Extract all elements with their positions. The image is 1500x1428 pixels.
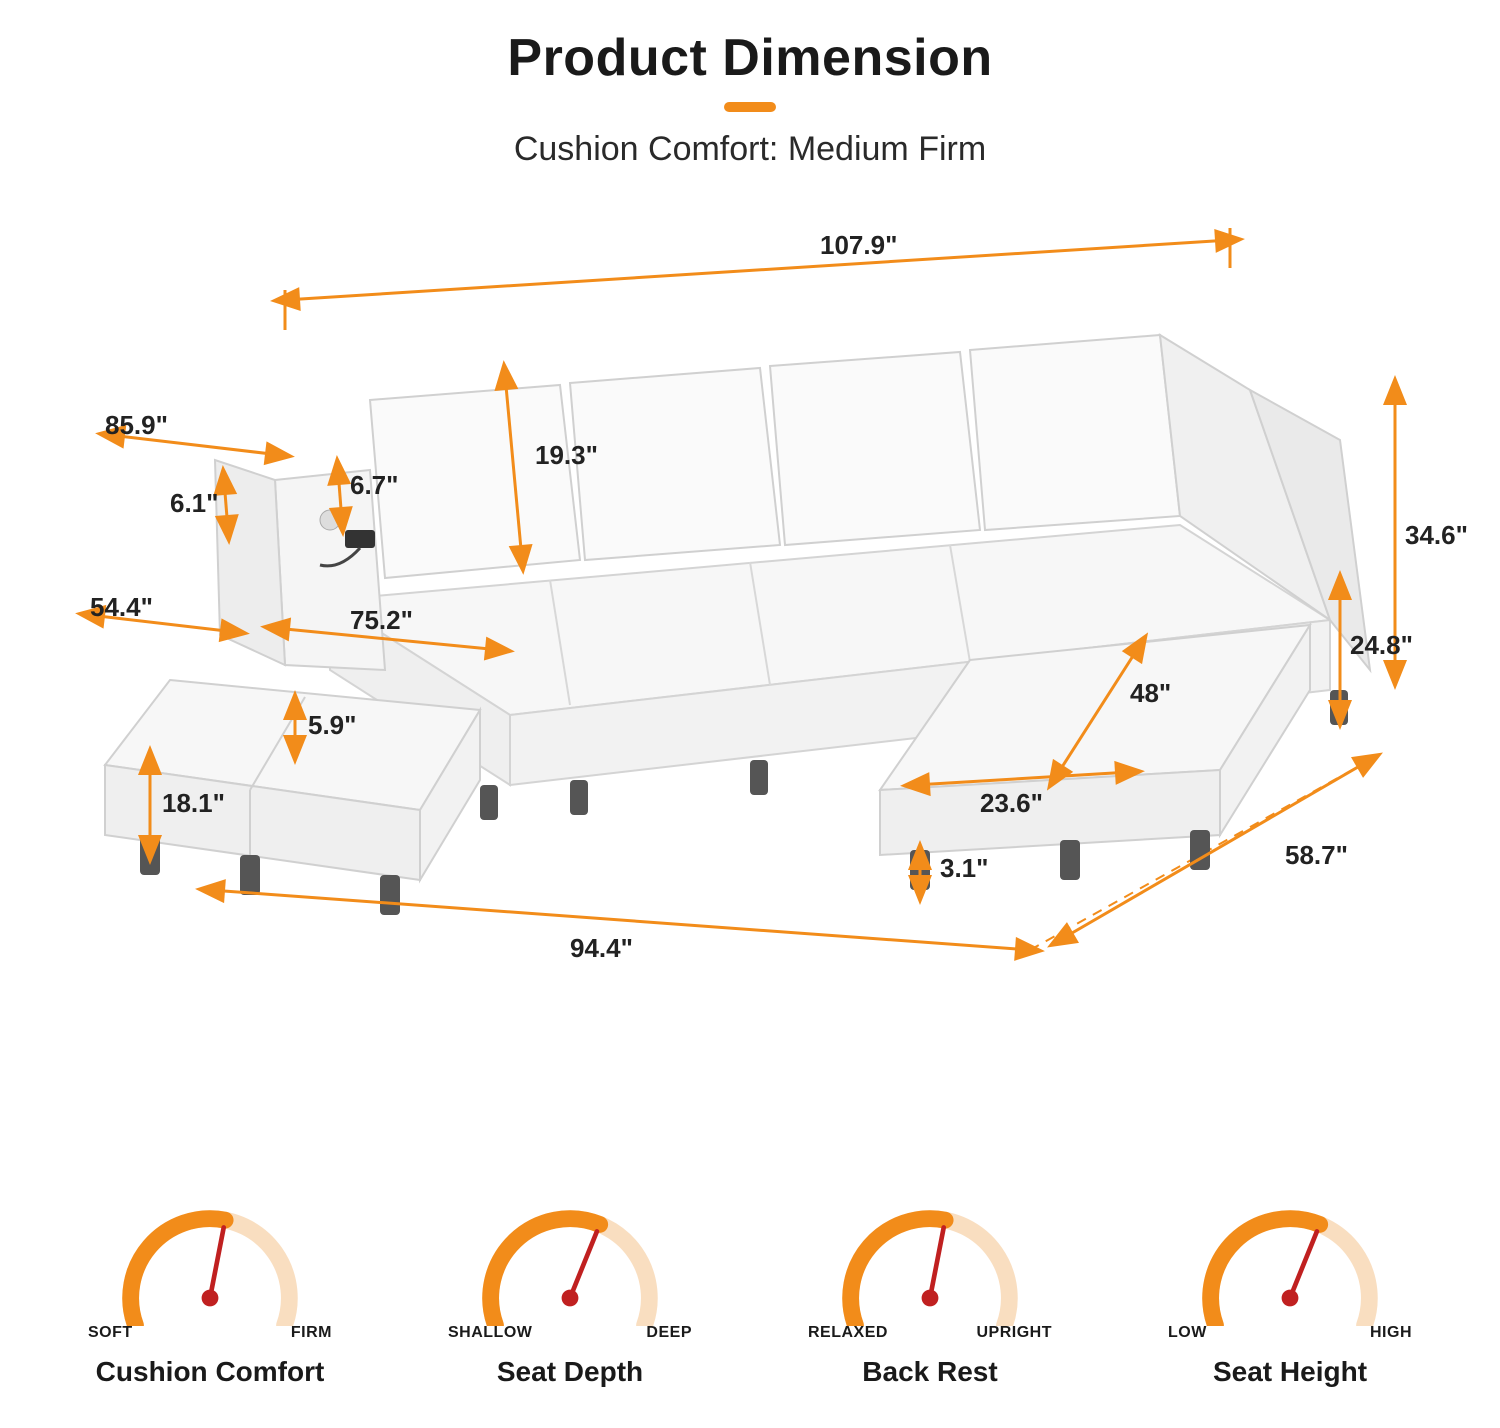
gauge-right-label: UPRIGHT xyxy=(977,1324,1053,1342)
dim-top-width: 107.9" xyxy=(820,230,897,261)
dimension-diagram: 107.9" 19.3" 85.9" 6.1" 6.7" 54.4" 75.2"… xyxy=(50,200,1450,980)
gauge-icon xyxy=(95,1186,325,1326)
dim-left-mid: 54.4" xyxy=(90,592,153,623)
gauge-0: SOFT FIRM Cushion Comfort xyxy=(60,1186,360,1388)
gauge-left-label: LOW xyxy=(1168,1324,1207,1342)
gauge-icon xyxy=(815,1186,1045,1326)
page-title: Product Dimension xyxy=(0,28,1500,88)
gauge-3: LOW HIGH Seat Height xyxy=(1140,1186,1440,1388)
dim-arm-h2: 6.7" xyxy=(350,470,398,501)
dim-cushion-h: 19.3" xyxy=(535,440,598,471)
gauge-left-label: SOFT xyxy=(88,1324,133,1342)
dim-chaise-d: 48" xyxy=(1130,678,1171,709)
gauge-title: Cushion Comfort xyxy=(60,1356,360,1388)
accent-bar xyxy=(724,102,776,112)
dim-right-depth: 58.7" xyxy=(1285,840,1348,871)
gauge-right-label: DEEP xyxy=(646,1324,692,1342)
sofa-illustration xyxy=(50,200,1450,980)
dim-chaise-w: 23.6" xyxy=(980,788,1043,819)
dim-arm-h1: 6.1" xyxy=(170,488,218,519)
dim-leg-h: 3.1" xyxy=(940,853,988,884)
dim-bottom-width: 94.4" xyxy=(570,933,633,964)
gauge-right-label: HIGH xyxy=(1370,1324,1412,1342)
gauge-title: Back Rest xyxy=(780,1356,1080,1388)
gauge-icon xyxy=(1175,1186,1405,1326)
gauge-2: RELAXED UPRIGHT Back Rest xyxy=(780,1186,1080,1388)
dim-seat-h: 24.8" xyxy=(1350,630,1413,661)
dim-ottoman-h: 18.1" xyxy=(162,788,225,819)
dim-left-depth: 85.9" xyxy=(105,410,168,441)
gauge-left-label: RELAXED xyxy=(808,1324,888,1342)
gauge-title: Seat Height xyxy=(1140,1356,1440,1388)
gauge-title: Seat Depth xyxy=(420,1356,720,1388)
dim-inner-depth: 75.2" xyxy=(350,605,413,636)
gauge-right-label: FIRM xyxy=(291,1324,332,1342)
gauge-icon xyxy=(455,1186,685,1326)
gauge-1: SHALLOW DEEP Seat Depth xyxy=(420,1186,720,1388)
gauge-left-label: SHALLOW xyxy=(448,1324,532,1342)
gauges-row: SOFT FIRM Cushion Comfort SHALLOW DEEP S… xyxy=(0,1186,1500,1388)
page-subtitle: Cushion Comfort: Medium Firm xyxy=(0,130,1500,169)
dim-right-height: 34.6" xyxy=(1405,520,1468,551)
dim-ottoman-gap: 5.9" xyxy=(308,710,356,741)
